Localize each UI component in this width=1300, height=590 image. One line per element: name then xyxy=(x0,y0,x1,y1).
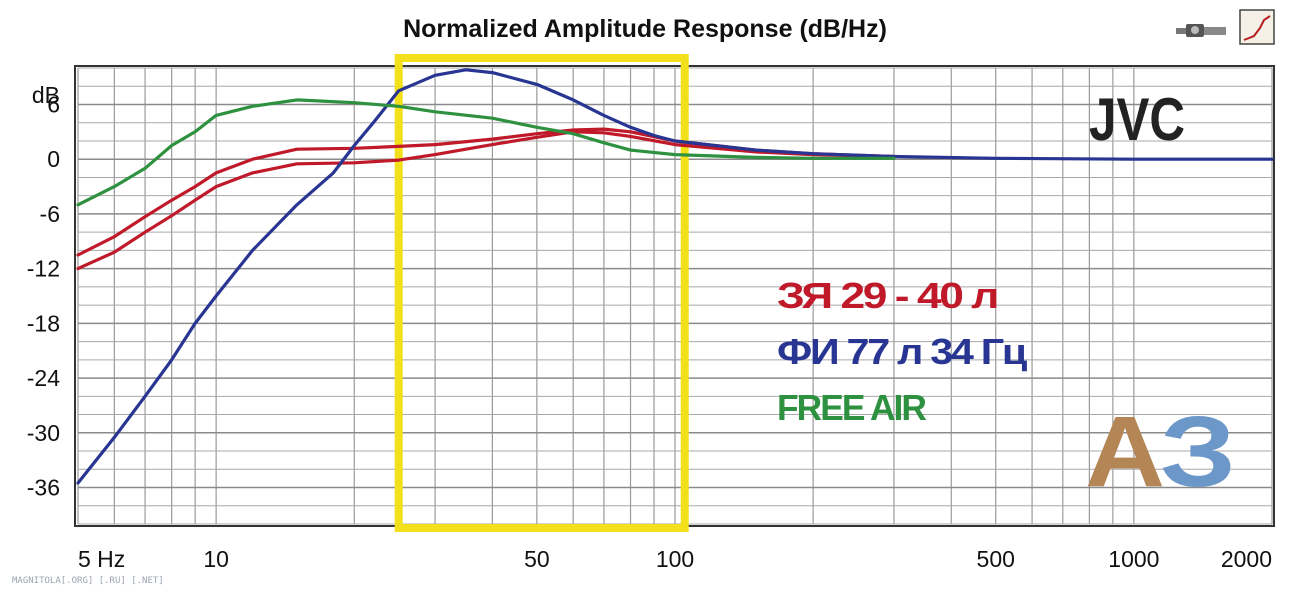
footer-watermark: MAGNITOLA[.ORG] [.RU] [.NET] xyxy=(12,576,164,586)
y-tick-label: -30 xyxy=(27,420,60,446)
y-tick-label: -12 xyxy=(27,256,60,282)
x-tick-label: 5 Hz xyxy=(78,546,125,572)
y-tick-label: 0 xyxy=(47,146,60,172)
y-tick-label: -36 xyxy=(27,475,60,501)
signal-icon xyxy=(1239,9,1275,45)
y-axis-label: dB xyxy=(32,82,60,108)
grid xyxy=(77,67,1273,525)
y-tick-label: -6 xyxy=(40,201,60,227)
x-tick-label: 500 xyxy=(977,546,1015,572)
axis-ticks: 5 Hz 10 50 100 500 1000 2000 6 0 -6 -12 -18 -24 -30 -3… xyxy=(27,91,1272,572)
x-tick-label: 50 xyxy=(524,546,550,572)
y-tick-label: -24 xyxy=(27,365,60,391)
series-line-3 xyxy=(76,68,1274,485)
camera-icon xyxy=(1176,24,1226,37)
y-tick-label: 6 xyxy=(47,91,60,117)
x-tick-label: 10 xyxy=(203,546,229,572)
chart-title: Normalized Amplitude Response (dB/Hz) xyxy=(403,15,887,43)
legend-free-air: FREE AIR xyxy=(777,387,927,428)
series-group xyxy=(76,68,1274,485)
brand-label: JVC xyxy=(1089,86,1185,153)
a3-logo: А З xyxy=(1085,396,1236,508)
x-tick-label: 1000 xyxy=(1108,546,1159,572)
logo-letter-1: А xyxy=(1085,396,1165,508)
logo-letter-2: З xyxy=(1160,396,1236,508)
series-line-2 xyxy=(76,130,896,271)
series-line-4 xyxy=(76,98,896,207)
x-tick-label: 100 xyxy=(656,546,694,572)
x-tick-label: 2000 xyxy=(1221,546,1272,572)
legend-bass-reflex: ФИ 77 л 34 Гц xyxy=(777,331,1027,372)
legend-closed-box: ЗЯ 29 - 40 л xyxy=(777,275,997,316)
top-right-icons xyxy=(1176,9,1275,45)
highlight-band xyxy=(394,54,689,532)
y-tick-label: -18 xyxy=(27,310,60,336)
